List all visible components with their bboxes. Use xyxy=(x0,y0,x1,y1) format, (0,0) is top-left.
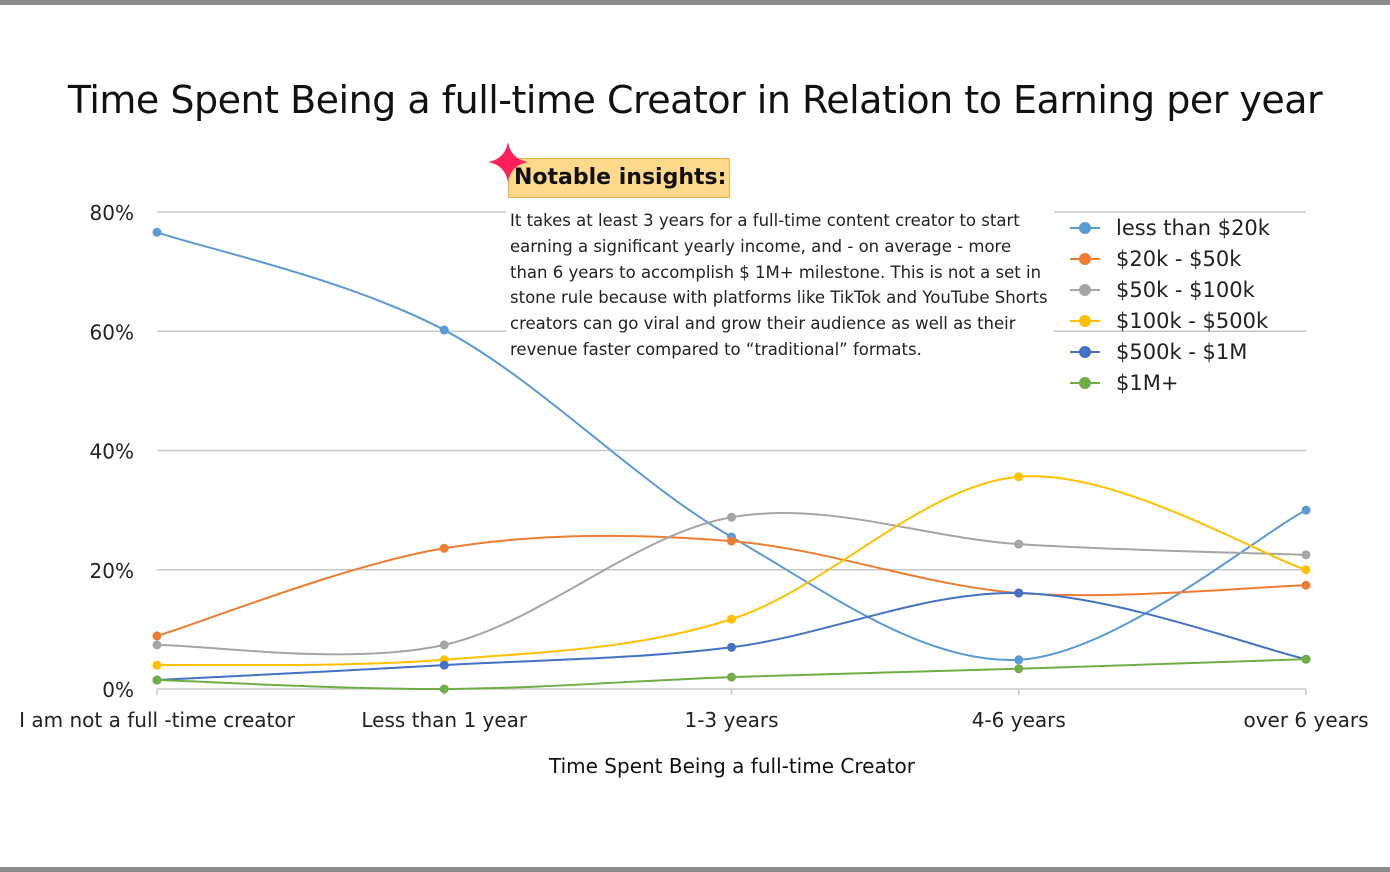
legend-item: $50k - $100k xyxy=(1070,274,1270,305)
series-line-4 xyxy=(156,591,1307,682)
legend-label: $100k - $500k xyxy=(1116,308,1269,333)
data-point xyxy=(1301,565,1311,575)
data-point xyxy=(1301,550,1311,560)
data-point xyxy=(727,642,736,652)
legend: less than $20k $20k - $50k $50k - $100k $10… xyxy=(1070,212,1270,398)
data-point xyxy=(152,675,162,685)
data-point xyxy=(727,536,736,546)
data-point xyxy=(439,684,449,694)
data-point xyxy=(152,631,162,641)
top-border xyxy=(0,0,1390,5)
data-point xyxy=(152,227,162,237)
data-point xyxy=(727,512,736,522)
data-point xyxy=(727,672,736,682)
legend-marker-icon xyxy=(1070,221,1100,234)
data-point xyxy=(439,660,449,670)
sparkle-star-icon xyxy=(488,142,528,182)
x-tick-label: I am not a full -time creator xyxy=(19,708,295,732)
x-axis-label: Time Spent Being a full-time Creator xyxy=(549,754,915,778)
data-point xyxy=(439,640,449,650)
insights-text: It takes at least 3 years for a full-tim… xyxy=(506,208,1054,363)
bottom-border xyxy=(0,867,1390,872)
legend-item: $20k - $50k xyxy=(1070,243,1270,274)
y-tick-label: 0% xyxy=(102,678,134,702)
y-tick-label: 60% xyxy=(90,320,134,344)
legend-marker-icon xyxy=(1070,345,1100,358)
data-point xyxy=(1301,580,1311,590)
legend-label: $50k - $100k xyxy=(1116,277,1255,302)
y-tick-label: 40% xyxy=(90,440,134,464)
x-tick-label: over 6 years xyxy=(1243,708,1368,732)
legend-label: $20k - $50k xyxy=(1116,246,1242,271)
legend-marker-icon xyxy=(1070,283,1100,296)
data-point xyxy=(1014,539,1024,549)
legend-marker-icon xyxy=(1070,314,1100,327)
x-tick-label: 4-6 years xyxy=(972,708,1066,732)
data-point xyxy=(152,640,162,650)
y-tick-label: 80% xyxy=(90,201,134,225)
data-point xyxy=(727,614,736,624)
data-point xyxy=(439,325,449,335)
legend-label: less than $20k xyxy=(1116,215,1270,240)
series-line-3 xyxy=(156,475,1307,667)
legend-label: $500k - $1M xyxy=(1116,339,1248,364)
data-point xyxy=(1014,588,1024,598)
data-point xyxy=(1301,654,1311,664)
legend-label: $1M+ xyxy=(1116,370,1179,395)
legend-marker-icon xyxy=(1070,376,1100,389)
legend-marker-icon xyxy=(1070,252,1100,265)
data-point xyxy=(439,543,449,553)
legend-item: $100k - $500k xyxy=(1070,305,1270,336)
data-point xyxy=(152,660,162,670)
data-point xyxy=(1301,505,1311,515)
data-point xyxy=(1014,655,1024,665)
x-tick-label: 1-3 years xyxy=(684,708,778,732)
legend-item: less than $20k xyxy=(1070,212,1270,243)
data-point xyxy=(1014,664,1024,674)
x-tick-label: Less than 1 year xyxy=(361,708,528,732)
legend-item: $500k - $1M xyxy=(1070,336,1270,367)
insights-heading: Notable insights: xyxy=(508,158,730,198)
data-point xyxy=(1014,472,1024,482)
legend-item: $1M+ xyxy=(1070,367,1270,398)
chart-title: Time Spent Being a full-time Creator in … xyxy=(67,78,1323,122)
y-tick-label: 20% xyxy=(90,559,134,583)
